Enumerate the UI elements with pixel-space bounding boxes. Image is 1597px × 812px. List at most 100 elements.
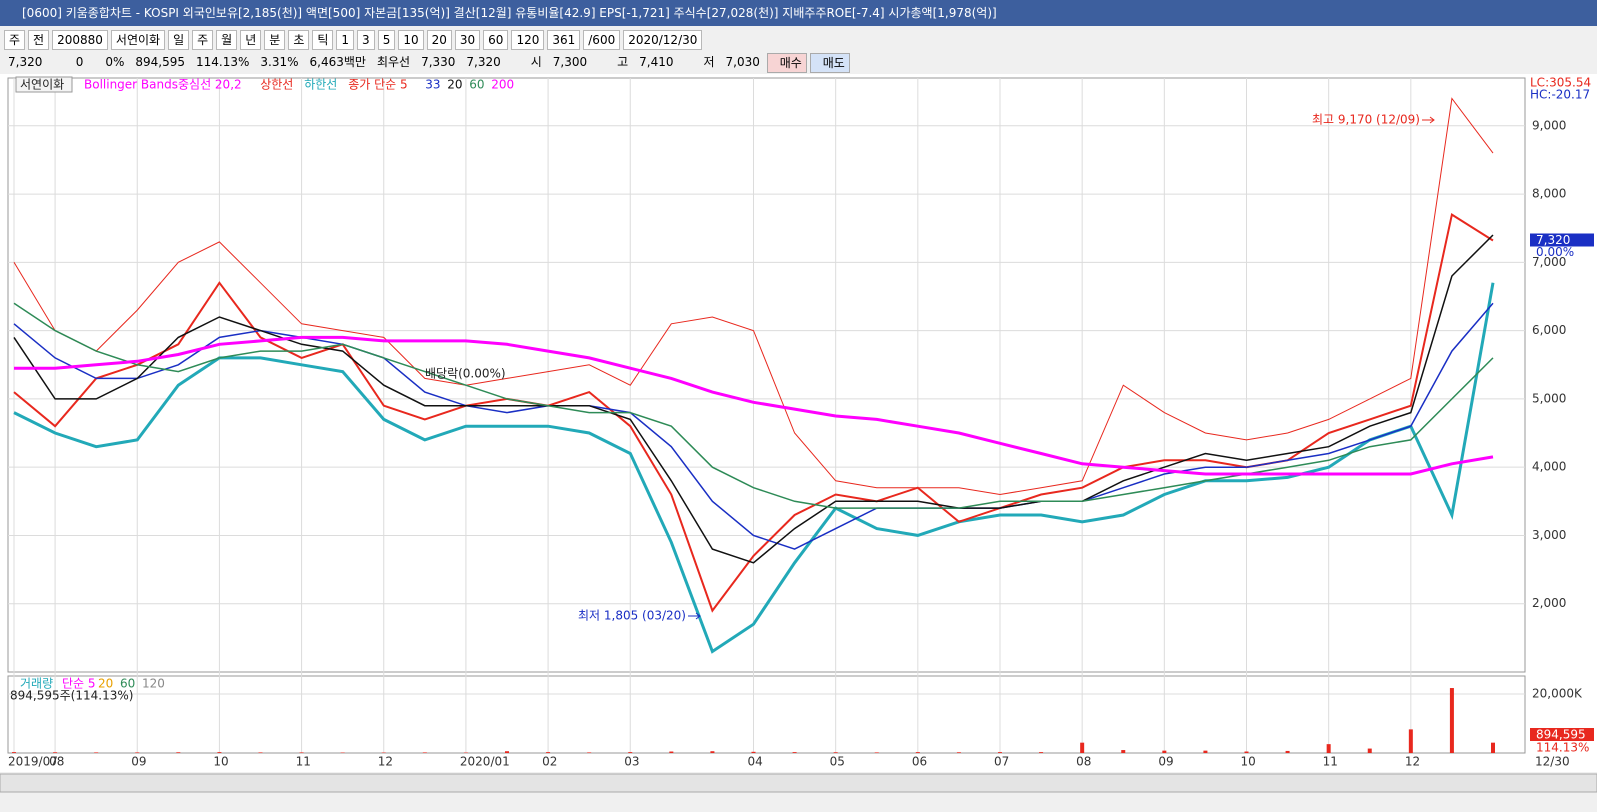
volume-bar — [833, 752, 838, 753]
info-item: 7,410 — [639, 55, 674, 69]
x-tick-label: 10 — [213, 755, 228, 769]
toolbar-item[interactable]: 20 — [426, 30, 452, 50]
series-line — [13, 282, 1495, 654]
y-tick-label: 2,000 — [1532, 596, 1566, 610]
info-bar: 7,320 0 0% 894,595 114.13% 3.31% 6,463백만 최우선 7,3… — [4, 53, 850, 73]
volume-bar — [628, 752, 633, 753]
toolbar-item[interactable]: 년 — [240, 30, 262, 50]
info-item: 0 — [75, 55, 84, 69]
buy-button[interactable]: 매수 — [766, 53, 807, 73]
toolbar-item[interactable]: 120 — [511, 30, 545, 50]
volume-legend: 단순 5 — [62, 677, 96, 691]
y-tick-label: 9,000 — [1532, 118, 1566, 132]
current-price-box — [1530, 233, 1594, 247]
volume-legend: 60 — [120, 677, 135, 691]
volume-bar — [751, 751, 756, 753]
info-item: 7,300 — [552, 55, 588, 69]
x-tick-label: 09 — [131, 755, 146, 769]
legend-entry: 60 — [469, 78, 484, 92]
right-label: HC:-20.17 — [1530, 88, 1590, 102]
y-tick-label: 4,000 — [1532, 460, 1566, 474]
y-tick-label: 6,000 — [1532, 323, 1566, 337]
volume-subtitle: 894,595주(114.13%) — [10, 689, 133, 703]
info-item: 고 — [617, 55, 629, 69]
x-tick-label: 09 — [1158, 755, 1173, 769]
y-tick-label: 20,000K — [1532, 686, 1583, 700]
x-end-label: 12/30 — [1535, 755, 1570, 769]
toolbar-item[interactable]: 1 — [336, 30, 355, 50]
toolbar-item[interactable]: 분 — [264, 30, 286, 50]
x-tick-label: 12 — [378, 755, 393, 769]
toolbar-item[interactable]: 주 — [4, 30, 26, 50]
window-title: [0600] 키움종합차트 - KOSPI 외국인보유[2,185(천)] 액면… — [0, 0, 1597, 26]
toolbar-item[interactable]: 200880 — [52, 30, 108, 50]
legend-entry: 33 — [425, 78, 440, 92]
volume-bar — [1162, 750, 1167, 753]
volume-bar — [998, 752, 1002, 753]
volume-title: 거래량 — [20, 677, 53, 691]
volume-bar — [176, 752, 181, 753]
toolbar-item[interactable]: 60 — [483, 30, 509, 50]
volume-bar — [299, 752, 304, 753]
current-volume: 894,595 — [1536, 728, 1586, 742]
info-item: 114.13% — [195, 55, 250, 69]
toolbar-item[interactable]: 2020/12/30 — [623, 30, 703, 50]
volume-bar — [1449, 688, 1454, 753]
toolbar-item[interactable]: 361 — [547, 30, 581, 50]
info-item: 6,463백만 — [309, 55, 366, 69]
chart: 2,000 3,000 4,000 5,000 6,000 7,000 8,000 9,000… — [0, 74, 1597, 793]
volume-bar — [258, 752, 263, 753]
toolbar-item[interactable]: 30 — [454, 30, 481, 50]
toolbar-item[interactable]: 초 — [288, 30, 310, 50]
toolbar-item[interactable]: 일 — [168, 30, 190, 50]
toolbar-item[interactable]: 10 — [398, 30, 424, 50]
volume-bar — [1244, 751, 1249, 753]
info-item: 최우선 — [376, 55, 411, 69]
toolbar-item[interactable]: 전 — [28, 30, 50, 50]
chart-bg — [0, 74, 1597, 772]
volume-bar — [1285, 750, 1290, 753]
stock-label: 서연이화 — [20, 78, 64, 92]
info-item: 7,030 — [725, 55, 760, 69]
info-item: 7,330 — [421, 55, 456, 69]
volume-bar — [94, 752, 99, 753]
volume-bar — [53, 752, 58, 753]
toolbar-item[interactable]: 서연이화 — [110, 30, 166, 50]
toolbar-item[interactable]: /600 — [583, 30, 621, 50]
volume-bar — [1491, 742, 1495, 753]
volume-bar — [135, 752, 140, 753]
volume-bar — [1326, 744, 1331, 753]
volume-bar — [422, 752, 427, 753]
annotation-arrow — [688, 612, 701, 620]
x-tick-label: 02 — [542, 755, 557, 769]
volume-bar — [217, 752, 222, 753]
series-line — [14, 335, 1494, 476]
annotation: 배당락(0.00%) — [425, 367, 506, 381]
volume-bar — [915, 752, 920, 753]
current-volume-ratio: 114.13% — [1536, 741, 1589, 755]
scrollbar[interactable] — [0, 773, 1597, 793]
annotation-arrow — [1422, 116, 1435, 124]
toolbar: 주 전 200880 서연이화 일 주 월 년 분 초 틱 1 3 5 10 20 30 60 120 361/600… — [4, 30, 703, 50]
series-line — [13, 97, 1494, 496]
y-tick-label: 8,000 — [1532, 187, 1566, 201]
info-item: 시 — [530, 55, 542, 69]
toolbar-item[interactable]: 주 — [192, 30, 214, 50]
info-item: 저 — [703, 55, 715, 69]
annotation: 최저 1,805 (03/20) — [578, 609, 686, 623]
toolbar-item[interactable]: 틱 — [312, 30, 334, 50]
x-tick-label: 04 — [748, 755, 763, 769]
toolbar-item[interactable]: 3 — [357, 30, 375, 50]
volume-bar — [12, 752, 16, 753]
info-item: 0% — [105, 55, 125, 69]
legend-entry: 하한선 — [304, 78, 337, 92]
toolbar-item[interactable]: 월 — [216, 30, 238, 50]
legend-entry: 20 — [447, 78, 462, 92]
x-tick-label: 2019/07 — [8, 755, 58, 769]
volume-legend: 20 — [98, 677, 113, 691]
x-tick-label: 10 — [1241, 755, 1256, 769]
volume-legend: 120 — [142, 677, 165, 691]
toolbar-item[interactable]: 5 — [377, 30, 396, 50]
sell-button[interactable]: 매도 — [809, 53, 850, 73]
